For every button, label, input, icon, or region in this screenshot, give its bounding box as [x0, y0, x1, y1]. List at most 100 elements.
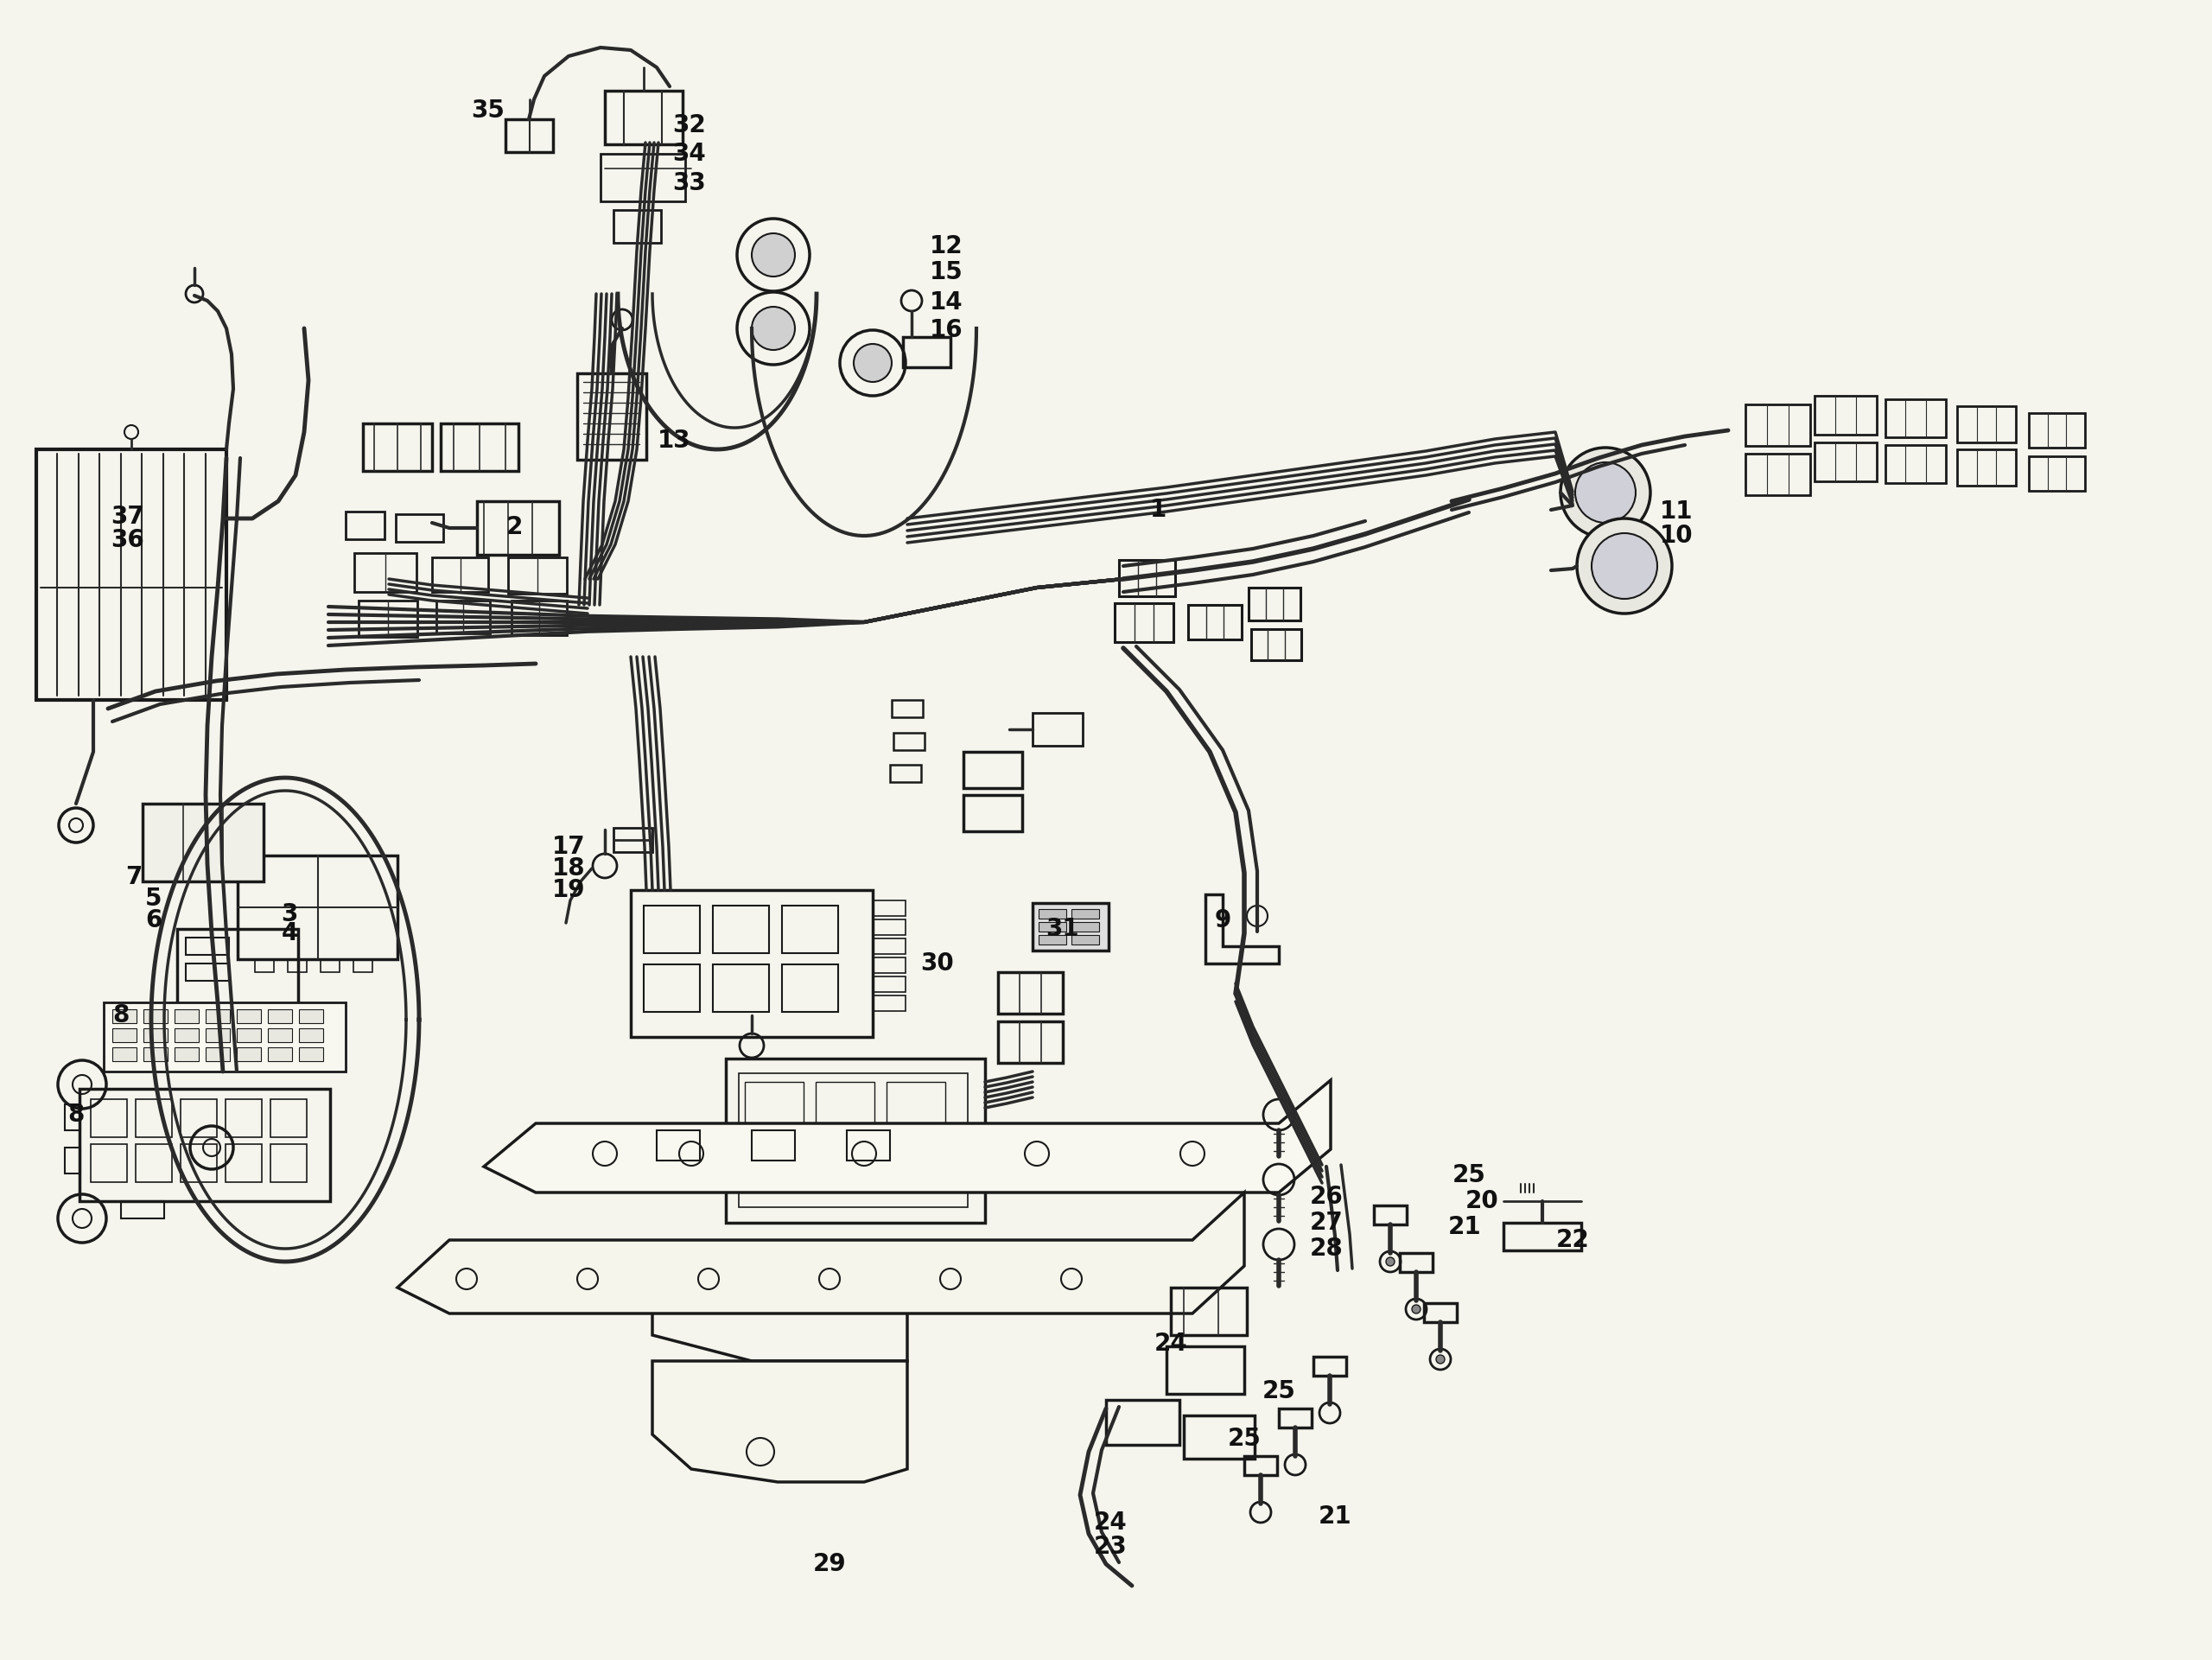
Circle shape [1387, 1257, 1394, 1267]
Text: 30: 30 [920, 951, 953, 976]
Bar [745, 1082, 803, 1125]
Bar [181, 1144, 217, 1182]
Bar [1188, 604, 1241, 639]
Bar [175, 1028, 199, 1042]
Text: 28: 28 [1310, 1237, 1343, 1262]
Text: 19: 19 [553, 878, 586, 901]
Text: 7: 7 [126, 865, 142, 890]
Circle shape [1411, 1305, 1420, 1313]
Text: 21: 21 [1449, 1215, 1482, 1238]
Bar [478, 501, 560, 554]
Bar [299, 1028, 323, 1042]
Bar [998, 973, 1062, 1014]
Bar [288, 959, 307, 973]
Text: 27: 27 [1310, 1210, 1343, 1235]
Bar [604, 91, 684, 144]
Bar [712, 964, 770, 1013]
Text: 29: 29 [812, 1552, 847, 1577]
Text: 33: 33 [672, 171, 706, 196]
Bar [135, 1144, 173, 1182]
Text: 5: 5 [146, 886, 161, 911]
Text: 25: 25 [1263, 1379, 1296, 1403]
Text: 32: 32 [672, 113, 706, 138]
Text: 11: 11 [1659, 500, 1692, 523]
Bar [887, 1135, 945, 1179]
Text: 8: 8 [69, 1102, 84, 1127]
Text: 37: 37 [111, 505, 144, 530]
Bar [268, 1009, 292, 1023]
Polygon shape [398, 1192, 1243, 1313]
Bar [363, 423, 431, 471]
Bar [64, 1147, 80, 1174]
Bar [644, 906, 699, 953]
Bar [122, 1202, 164, 1218]
Text: 8: 8 [113, 1003, 128, 1028]
Bar [1958, 407, 2015, 443]
Text: 15: 15 [929, 261, 962, 284]
Text: 14: 14 [929, 290, 962, 314]
Circle shape [752, 307, 794, 350]
Polygon shape [653, 1361, 907, 1482]
Bar [113, 1047, 137, 1061]
Bar [1745, 405, 1809, 447]
Bar [891, 701, 922, 717]
Bar [657, 1130, 699, 1160]
Bar [142, 803, 263, 881]
Text: 1: 1 [1150, 498, 1166, 521]
Bar [237, 1016, 252, 1033]
Bar [177, 930, 299, 1016]
Bar [91, 1099, 126, 1137]
Text: 10: 10 [1659, 523, 1692, 548]
Bar [237, 855, 398, 959]
Bar [268, 1047, 292, 1061]
Bar [1814, 395, 1876, 435]
Bar [964, 795, 1022, 832]
Bar [237, 1028, 261, 1042]
Text: 35: 35 [471, 98, 504, 123]
Bar [1248, 588, 1301, 621]
Bar [874, 996, 905, 1011]
Bar [889, 765, 920, 782]
Bar [726, 1059, 984, 1223]
Text: 18: 18 [551, 857, 586, 880]
Bar [1040, 935, 1066, 945]
Bar [964, 752, 1022, 789]
Bar [144, 1028, 168, 1042]
Bar [270, 1099, 307, 1137]
Bar [91, 1144, 126, 1182]
Bar [783, 906, 838, 953]
Bar [816, 1135, 874, 1179]
Bar [226, 1144, 261, 1182]
Bar [902, 337, 951, 367]
Bar [321, 959, 341, 973]
Text: 25: 25 [1228, 1426, 1261, 1451]
Bar [358, 601, 418, 637]
Bar [998, 1021, 1062, 1062]
Bar [887, 1082, 945, 1125]
Bar [135, 1099, 173, 1137]
Bar [1504, 1223, 1582, 1250]
Text: 24: 24 [1093, 1511, 1128, 1536]
Bar [1279, 1409, 1312, 1428]
Bar [206, 1047, 230, 1061]
Bar [599, 154, 686, 201]
Text: 16: 16 [929, 319, 962, 342]
Text: 25: 25 [1451, 1164, 1486, 1187]
Bar [436, 601, 489, 634]
Text: 4: 4 [281, 921, 299, 945]
Text: 36: 36 [111, 528, 144, 553]
Bar [1033, 903, 1108, 951]
Circle shape [1559, 448, 1650, 538]
Text: 17: 17 [551, 835, 586, 858]
Circle shape [1575, 463, 1635, 523]
Bar [299, 1009, 323, 1023]
Bar [1183, 1416, 1254, 1459]
Circle shape [752, 234, 794, 277]
Bar [175, 1009, 199, 1023]
Bar [847, 1130, 889, 1160]
Bar [1170, 1288, 1248, 1335]
Bar [816, 1082, 874, 1125]
Bar [206, 1009, 230, 1023]
Bar [1071, 910, 1099, 918]
Bar [509, 558, 566, 594]
